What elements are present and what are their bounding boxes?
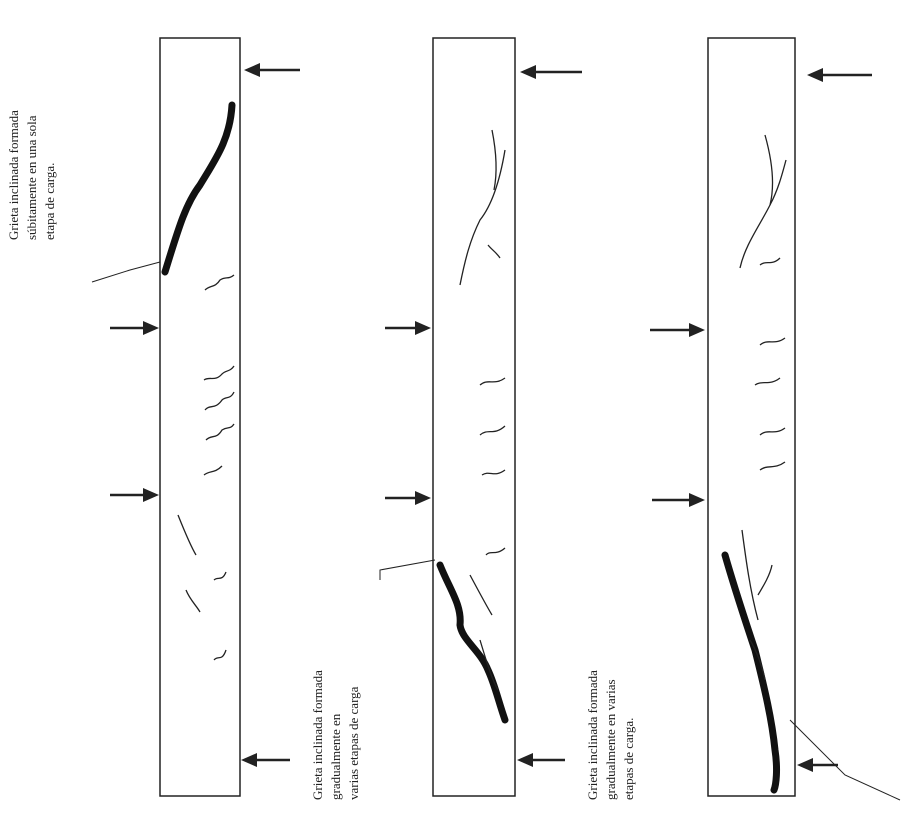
main-crack (436, 561, 509, 724)
main-crack (721, 551, 781, 794)
label-line: varias etapas de carga (346, 686, 361, 800)
flexure-cracks (739, 134, 787, 681)
beam-outline (159, 37, 241, 797)
beam-outline (707, 37, 796, 797)
label-line: Grieta inclinada formada (585, 670, 600, 800)
flexure-cracks (459, 129, 506, 691)
beam-outline (432, 37, 516, 797)
label-line: súbitamente en una sola (24, 115, 39, 240)
label-line: etapa de carga. (42, 163, 57, 240)
flexure-cracks (177, 274, 235, 661)
beam-1 (91, 37, 241, 797)
crack-label: Grieta inclinada formada gradualmente en v… (310, 670, 361, 800)
label-line: gradualmente en (328, 713, 343, 800)
beam-3 (707, 37, 901, 801)
main-crack (161, 101, 236, 276)
crack-label: Grieta inclinada formada gradualmente en … (585, 670, 636, 800)
crack-label: Grieta inclinada formada súbitamente en u… (6, 110, 57, 240)
leader-line (789, 719, 901, 801)
label-line: gradualmente en varias (603, 679, 618, 800)
label-line: Grieta inclinada formada (310, 670, 325, 800)
label-line: etapas de carga. (621, 718, 636, 800)
leader-line (379, 559, 436, 580)
load-arrows (110, 63, 872, 772)
leader-line (91, 261, 161, 283)
labels: Grieta inclinada formada súbitamente en u… (6, 110, 636, 800)
beam-2 (379, 37, 516, 797)
label-line: Grieta inclinada formada (6, 110, 21, 240)
